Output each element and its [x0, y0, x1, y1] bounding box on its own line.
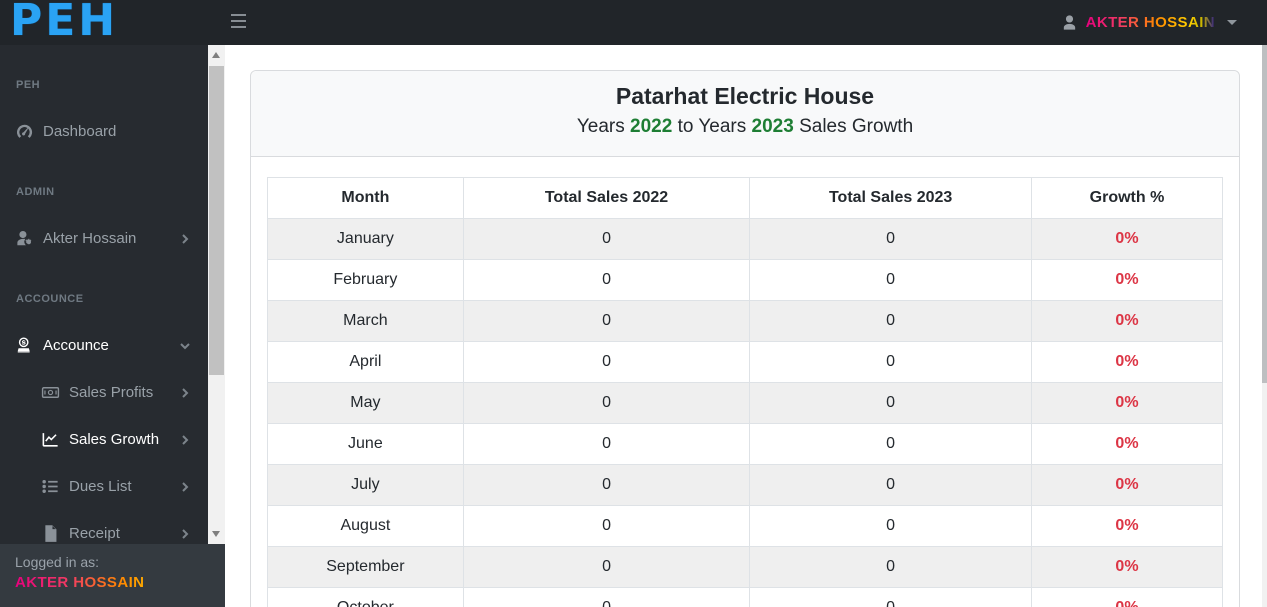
sidebar-item-label: Receipt [69, 525, 120, 542]
scroll-down-arrow-icon[interactable] [212, 531, 220, 537]
column-header-month: Month [267, 177, 464, 219]
sidebar-section-accounce: ACCOUNCE [16, 292, 84, 305]
sidebar-item-sales-profits[interactable]: Sales Profits [0, 369, 208, 416]
table-row: March 0 0 0% [267, 300, 1224, 342]
sidebar-item-label: Dashboard [43, 123, 117, 140]
sidebar-toggle-button[interactable] [231, 10, 251, 34]
table-row: May 0 0 0% [267, 382, 1224, 424]
user-dropdown[interactable]: AKTER HOSSAIN [1061, 0, 1237, 45]
sidebar-scrollbar[interactable] [208, 45, 225, 544]
page-subtitle: Years 2022 to Years 2023 Sales Growth [576, 116, 914, 137]
sidebar-item-dashboard[interactable]: Dashboard [0, 108, 208, 155]
year-from: 2022 [630, 116, 673, 137]
table-row: September 0 0 0% [267, 546, 1224, 588]
table-header-row: Month Total Sales 2022 Total Sales 2023 … [267, 177, 1224, 219]
year-to: 2023 [751, 116, 794, 137]
table-row: January 0 0 0% [267, 218, 1224, 260]
chevron-right-icon [182, 528, 189, 539]
chevron-right-icon [182, 481, 189, 492]
page-scrollbar[interactable] [1262, 45, 1267, 607]
sidebar-item-label: Sales Profits [69, 384, 154, 401]
table-row: April 0 0 0% [267, 341, 1224, 383]
sidebar-item-label: Sales Growth [69, 431, 160, 448]
sidebar-item-accounce[interactable]: Accounce [0, 322, 208, 369]
brand-logo[interactable]: PEH [10, 0, 119, 46]
sales-growth-table: Month Total Sales 2022 Total Sales 2023 … [267, 177, 1224, 607]
chevron-down-icon [1227, 20, 1237, 25]
file-icon [45, 525, 57, 542]
table-row: October000% [267, 587, 1224, 607]
sidebar-scrollbar-thumb[interactable] [209, 66, 224, 375]
scroll-up-arrow-icon[interactable] [212, 52, 220, 58]
logged-in-user-name: AKTER HOSSAIN [15, 574, 210, 591]
sidebar-item-dues-list[interactable]: Dues List [0, 463, 208, 510]
sidebar-item-akter-hossain[interactable]: Akter Hossain [0, 215, 208, 262]
card-body: Month Total Sales 2022 Total Sales 2023 … [251, 157, 1239, 607]
logged-in-as-label: Logged in as: [15, 554, 100, 570]
sidebar-section-admin: ADMIN [16, 185, 55, 198]
money-bill-icon [41, 387, 60, 398]
sidebar: PEH Dashboard ADMIN Akter Hossain ACCOUN… [0, 45, 225, 607]
chevron-down-icon [180, 342, 190, 349]
sidebar-item-sales-growth[interactable]: Sales Growth [0, 416, 208, 463]
chevron-right-icon [182, 387, 189, 398]
top-navbar: PEH AKTER HOSSAIN [0, 0, 1267, 46]
column-header-growth: Growth % [1030, 177, 1224, 219]
sidebar-section-peh: PEH [16, 78, 41, 91]
table-row: July 0 0 0% [267, 464, 1224, 506]
cash-register-icon [17, 337, 30, 353]
sidebar-item-label: Accounce [43, 337, 109, 354]
chart-line-icon [42, 433, 58, 447]
sidebar-footer: Logged in as: AKTER HOSSAIN [0, 544, 225, 607]
user-icon [1063, 15, 1075, 30]
sidebar-item-receipt[interactable]: Receipt [0, 510, 208, 557]
hamburger-icon [231, 14, 246, 16]
table-row: June 0 0 0% [267, 423, 1224, 465]
list-icon [42, 480, 58, 493]
main-content: Patarhat Electric House Years 2022 to Ye… [225, 45, 1267, 607]
chevron-right-icon [182, 434, 189, 445]
page-scrollbar-thumb[interactable] [1262, 45, 1267, 383]
tachometer-icon [17, 124, 33, 138]
column-header-total-sales-2022: Total Sales 2022 [462, 177, 751, 219]
user-name: AKTER HOSSAIN [1085, 14, 1215, 31]
sales-growth-card: Patarhat Electric House Years 2022 to Ye… [250, 70, 1240, 607]
table-row: August 0 0 0% [267, 505, 1224, 547]
table-row: February 0 0 0% [267, 259, 1224, 301]
column-header-total-sales-2023: Total Sales 2023 [749, 177, 1032, 219]
page-title: Patarhat Electric House [615, 83, 875, 109]
user-cog-icon [17, 230, 32, 246]
chevron-right-icon [182, 233, 189, 244]
sidebar-item-label: Dues List [69, 478, 132, 495]
sidebar-item-label: Akter Hossain [43, 230, 137, 247]
card-header: Patarhat Electric House Years 2022 to Ye… [251, 71, 1239, 157]
